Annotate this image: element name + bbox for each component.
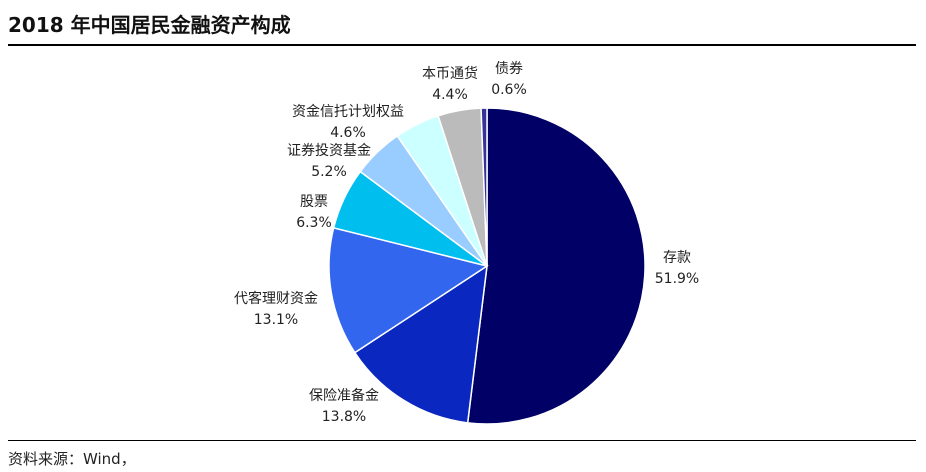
title-rule (8, 44, 916, 46)
slice-label-5: 证券投资基金 (287, 142, 371, 159)
pie-slice-8 (480, 107, 488, 267)
slice-label-4: 股票 (300, 194, 328, 210)
slice-value-4: 6.3% (296, 215, 332, 231)
slice-value-3: 13.1% (254, 312, 298, 328)
slice-value-2: 13.8% (322, 409, 366, 425)
slice-value-1: 51.9% (655, 271, 699, 287)
slice-value-7: 4.4% (432, 87, 468, 103)
source-note: 资料来源：Wind， (8, 450, 136, 468)
slice-value-8: 0.6% (491, 82, 527, 98)
slice-label-3: 代客理财资金 (234, 290, 318, 307)
slice-value-5: 5.2% (311, 164, 347, 180)
pie-slice-1 (466, 107, 646, 425)
slice-label-6: 资金信托计划权益 (292, 104, 404, 120)
pie-slice-2 (353, 264, 488, 424)
chart-title: 2018 年中国居民金融资产构成 (8, 13, 291, 37)
pie-slice-3 (328, 226, 489, 354)
slice-label-1: 存款 (663, 250, 691, 266)
slice-label-7: 本币通货 (422, 65, 478, 82)
source-rule (8, 440, 916, 441)
slice-label-8: 债券 (495, 61, 523, 77)
slice-value-6: 4.6% (330, 125, 366, 141)
slice-label-2: 保险准备金 (309, 387, 379, 404)
